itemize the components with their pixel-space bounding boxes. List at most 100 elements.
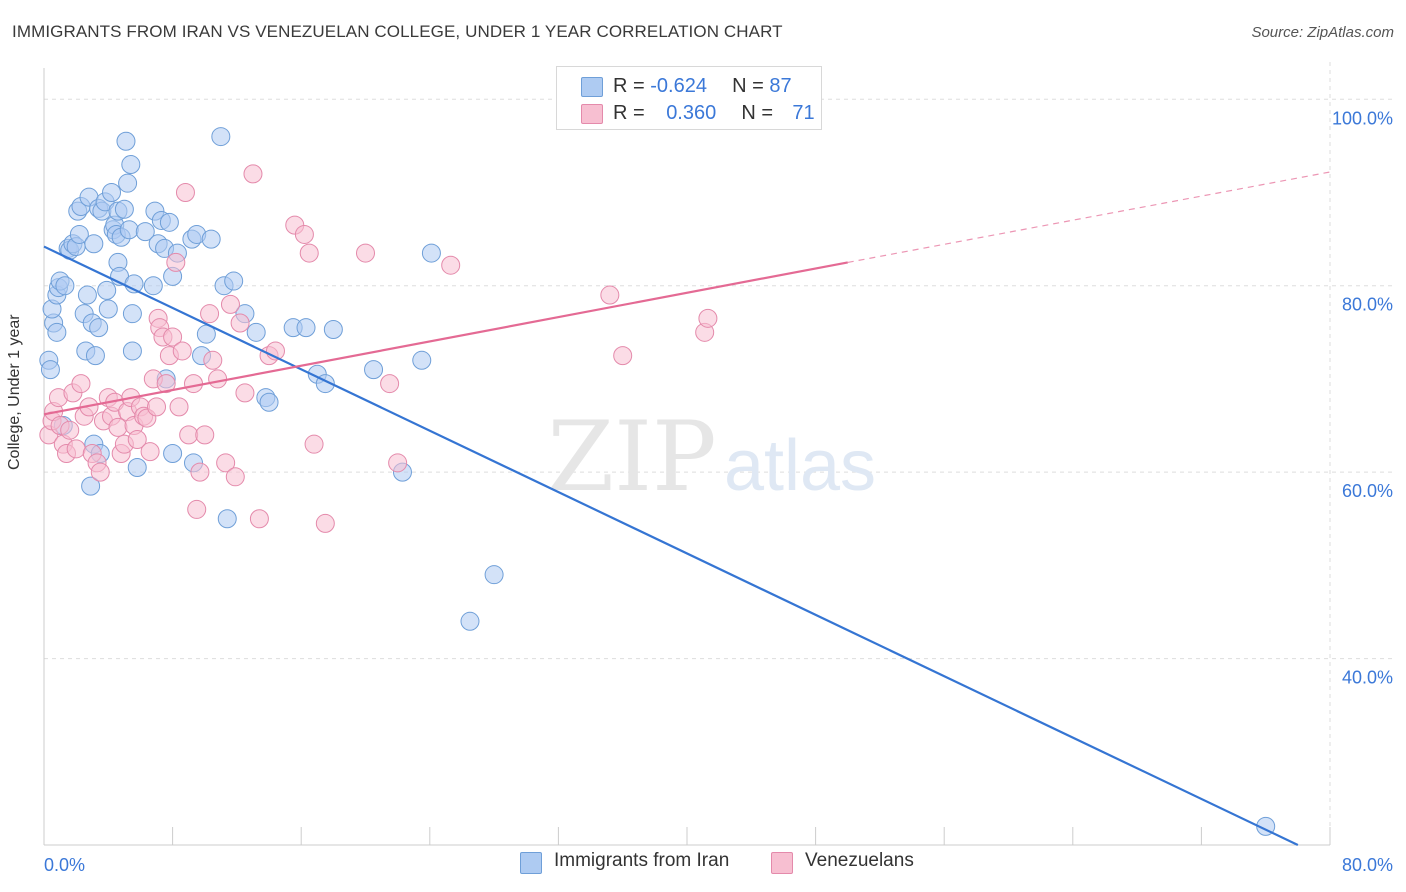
r-label: R = (613, 75, 645, 97)
venezuelans-legend-swatch (771, 852, 793, 874)
venezuelans-n-value: 71 (792, 102, 815, 124)
data-point (225, 467, 245, 487)
data-point (323, 320, 343, 340)
y-tick-label: 80.0% (1342, 295, 1393, 315)
data-point (69, 224, 89, 244)
data-point (85, 346, 105, 366)
venezuelans-legend-label: Venezuelans (805, 850, 914, 871)
data-point (90, 462, 110, 482)
data-point (179, 425, 199, 445)
iran-legend-swatch (520, 852, 542, 874)
data-point (163, 327, 183, 347)
data-point (169, 397, 189, 417)
data-point (200, 304, 220, 324)
watermark: ZIP atlas (547, 401, 876, 513)
tick-labels: 40.0% 60.0% 80.0% 100.0% 0.0% 80.0% (44, 108, 1393, 875)
y-tick-label: 100.0% (1332, 108, 1393, 128)
data-point (163, 444, 183, 463)
data-point (460, 611, 480, 631)
stats-legend: R = -0.624 N = 87 R = 0.360 N = 71 (556, 66, 822, 130)
data-point (114, 199, 134, 219)
data-point (203, 350, 223, 370)
data-point (484, 565, 504, 585)
data-point (364, 360, 384, 380)
data-point (89, 318, 109, 338)
data-point (98, 299, 118, 319)
data-point (108, 417, 128, 437)
data-point (122, 341, 142, 361)
data-point (220, 294, 240, 314)
data-point (356, 243, 375, 263)
y-tick-label: 40.0% (1342, 668, 1393, 688)
grid-lines (44, 62, 1392, 845)
venezuelans-swatch (581, 104, 603, 124)
trend-lines (43, 171, 1331, 846)
watermark-zip: ZIP (547, 401, 716, 513)
data-point (121, 155, 141, 175)
trend-line (43, 245, 1299, 846)
data-point (294, 224, 314, 244)
data-point (600, 285, 620, 305)
data-point (81, 476, 101, 496)
data-point (122, 304, 142, 324)
iran-r-value: -0.624 (650, 75, 707, 97)
data-point (216, 453, 236, 473)
data-point (613, 346, 633, 366)
data-point (135, 222, 155, 242)
watermark-atlas: atlas (724, 426, 876, 506)
data-point (299, 243, 319, 263)
data-point (296, 318, 316, 338)
data-point (698, 308, 718, 328)
data-point (40, 360, 60, 380)
data-point (211, 127, 231, 147)
y-axis-label: College, Under 1 year (6, 314, 23, 470)
data-point (66, 439, 86, 459)
data-points (39, 127, 1276, 836)
data-point (243, 164, 263, 184)
data-point (175, 183, 195, 202)
data-point (412, 350, 432, 370)
iran-legend-label: Immigrants from Iran (554, 850, 730, 871)
data-point (102, 183, 122, 202)
data-point (159, 212, 179, 232)
data-point (259, 392, 279, 412)
data-point (421, 243, 441, 263)
data-point (315, 513, 335, 533)
data-point (195, 425, 215, 445)
iran-swatch (581, 77, 603, 97)
data-point (127, 430, 147, 450)
data-point (116, 131, 136, 151)
data-point (166, 252, 186, 272)
chart-title: IMMIGRANTS FROM IRAN VS VENEZUELAN COLLE… (12, 22, 783, 41)
data-point (60, 420, 80, 440)
data-point (119, 220, 139, 240)
venezuelans-r-value: 0.360 (666, 102, 717, 124)
data-point (147, 397, 167, 417)
data-point (55, 276, 75, 296)
data-point (224, 271, 244, 291)
data-point (217, 509, 237, 529)
data-point (230, 313, 250, 333)
data-point (388, 453, 408, 473)
x-tick-label: 80.0% (1342, 855, 1393, 875)
r-label: R = (613, 102, 645, 124)
data-point (190, 462, 210, 482)
data-point (208, 369, 228, 389)
data-point (77, 285, 97, 305)
data-point (118, 173, 138, 193)
data-point (183, 374, 203, 394)
data-point (441, 255, 461, 275)
data-point (47, 322, 67, 342)
axes (43, 68, 1331, 846)
data-point (235, 383, 255, 403)
iran-n-value: 87 (769, 75, 792, 97)
data-point (172, 341, 192, 361)
data-point (127, 457, 147, 477)
data-point (143, 276, 163, 296)
data-point (246, 322, 266, 342)
data-point (97, 280, 117, 300)
trend-line-extension (847, 171, 1331, 264)
data-point (71, 374, 91, 394)
data-point (84, 234, 104, 254)
